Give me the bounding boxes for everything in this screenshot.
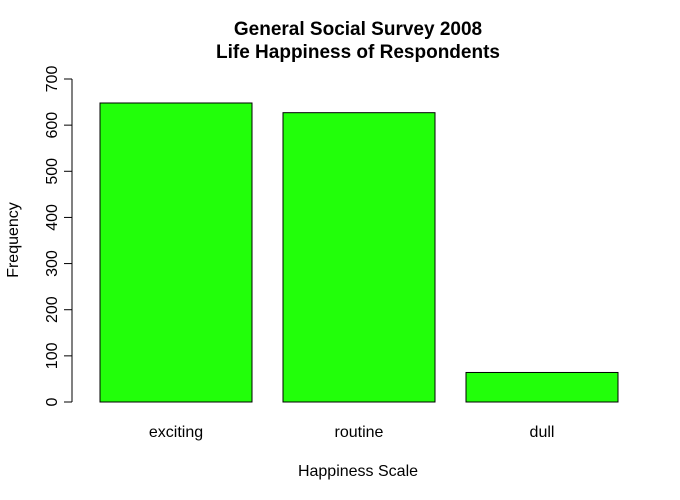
x-tick-label: routine (335, 424, 384, 441)
y-axis-title: Frequency (5, 202, 22, 278)
y-tick-label: 100 (44, 342, 61, 369)
bar-dull (465, 371, 619, 403)
y-tick-label: 600 (44, 112, 61, 139)
bar-routine (282, 112, 436, 403)
y-axis: 0 100 200 300 400 500 600 700 (44, 66, 73, 406)
chart-title: General Social Survey 2008 (234, 19, 482, 40)
y-tick-label: 0 (44, 397, 61, 406)
bar-exciting (99, 102, 253, 403)
y-tick-label: 400 (44, 204, 61, 231)
chart-subtitle: Life Happiness of Respondents (216, 42, 500, 63)
x-tick-label: exciting (149, 424, 203, 441)
y-tick-label: 300 (44, 250, 61, 277)
y-tick-label: 700 (44, 66, 61, 93)
x-axis-labels: exciting routine dull (149, 424, 555, 441)
bars (99, 102, 619, 403)
y-tick-label: 200 (44, 296, 61, 323)
x-axis-title: Happiness Scale (298, 463, 418, 480)
x-tick-label: dull (530, 424, 555, 441)
y-tick-label: 500 (44, 158, 61, 185)
